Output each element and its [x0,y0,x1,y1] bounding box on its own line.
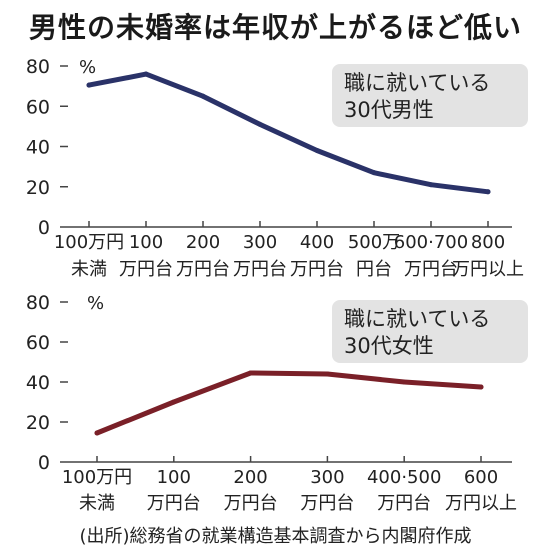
panel1-ytick-label: 60 [26,96,50,118]
panel1-data-point [86,82,92,88]
panel1-xtick-label-bottom: 万円台 [290,259,344,280]
panel2-xtick-label-top: 600 [464,467,498,488]
panel2-data-point [248,370,254,376]
panel2-xtick-label-bottom: 万円台 [300,493,354,514]
panel1-xtick-label-bottom: 万円台 [176,259,230,280]
panel2-label-box [332,300,528,363]
panel2-label-line-2: 30代女性 [344,334,434,358]
panel1-xtick-label-top: 100万円 [54,232,124,253]
panel2-ytick-label: 40 [26,372,50,394]
panel1-data-point [485,189,491,195]
panel1-data-point [200,93,206,99]
panel1-label-line-2: 30代男性 [344,98,434,122]
panel2-ytick-label: 20 [26,412,50,434]
panel2-ytick-label: 80 [26,292,50,314]
panel1-xtick-label-bottom: 円台 [356,259,392,280]
panel1-data-point [143,71,149,77]
panel1-data-point [428,182,434,188]
panel1-data-point [314,148,320,154]
panel2-xtick-label-bottom: 万円台 [147,493,201,514]
panel2-data-point [478,384,484,390]
panel2-xtick-label-bottom: 万円台 [224,493,278,514]
panel1-ytick-label: 20 [26,177,50,199]
panel1-xtick-label-bottom: 万円台 [404,259,458,280]
panel2-unit-label: % [87,293,104,314]
panel1-xtick-label-bottom: 万円台 [233,259,287,280]
panel1-unit-label: % [79,57,96,78]
panel2-data-point [401,379,407,385]
panel1-xtick-label-top: 300 [243,232,277,253]
panel1-xtick-label-bottom: 万円以上 [452,259,524,280]
panel1-data-point [257,121,263,127]
panel2-xtick-label-bottom: 万円台 [377,493,431,514]
panel1-ytick-label: 0 [38,217,50,239]
panel2-series-line [94,370,484,436]
panel2-xtick-label-top: 400·500 [367,467,441,488]
panel2-xtick-label-top: 300 [310,467,344,488]
panel1-label-line-1: 職に就いている [344,71,490,95]
panel1-data-point [371,170,377,176]
chart-title: 男性の未婚率は年収が上がるほど低い [28,11,522,44]
panel2-data-point [94,430,100,436]
panel1-xtick-label-top: 600·700 [394,232,468,253]
panel2-ytick-label: 0 [38,452,50,474]
panel1-xtick-label-top: 200 [186,232,220,253]
panel2-data-point [324,371,330,377]
panel1-xtick-label-top: 400 [300,232,334,253]
panel2-xtick-label-top: 200 [233,467,267,488]
panel1-ytick-label: 80 [26,56,50,78]
panel2-xtick-label-top: 100万円 [62,467,132,488]
panel2-ytick-label: 60 [26,332,50,354]
panel2-data-point [171,399,177,405]
panel1-xtick-label-bottom: 未満 [71,259,107,280]
panel1-xtick-label-top: 500万 [348,232,400,253]
panel1-xtick-label-top: 100 [129,232,163,253]
panel1-ytick-label: 40 [26,137,50,159]
panel1-xtick-label-top: 800 [471,232,505,253]
panel2-xtick-label-bottom: 未満 [79,493,115,514]
panel2-xtick-label-top: 100 [157,467,191,488]
panel1-xtick-label-bottom: 万円台 [119,259,173,280]
panel1-series-line [86,71,491,195]
source-note: (出所)総務省の就業構造基本調査から内閣府作成 [79,526,472,547]
panel2-label-line-1: 職に就いている [344,307,490,331]
panel1-label-box [332,64,528,127]
panel2-xtick-label-bottom: 万円以上 [445,493,517,514]
